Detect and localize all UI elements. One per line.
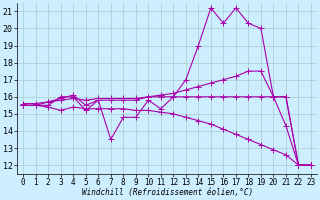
X-axis label: Windchill (Refroidissement éolien,°C): Windchill (Refroidissement éolien,°C) xyxy=(82,188,253,197)
